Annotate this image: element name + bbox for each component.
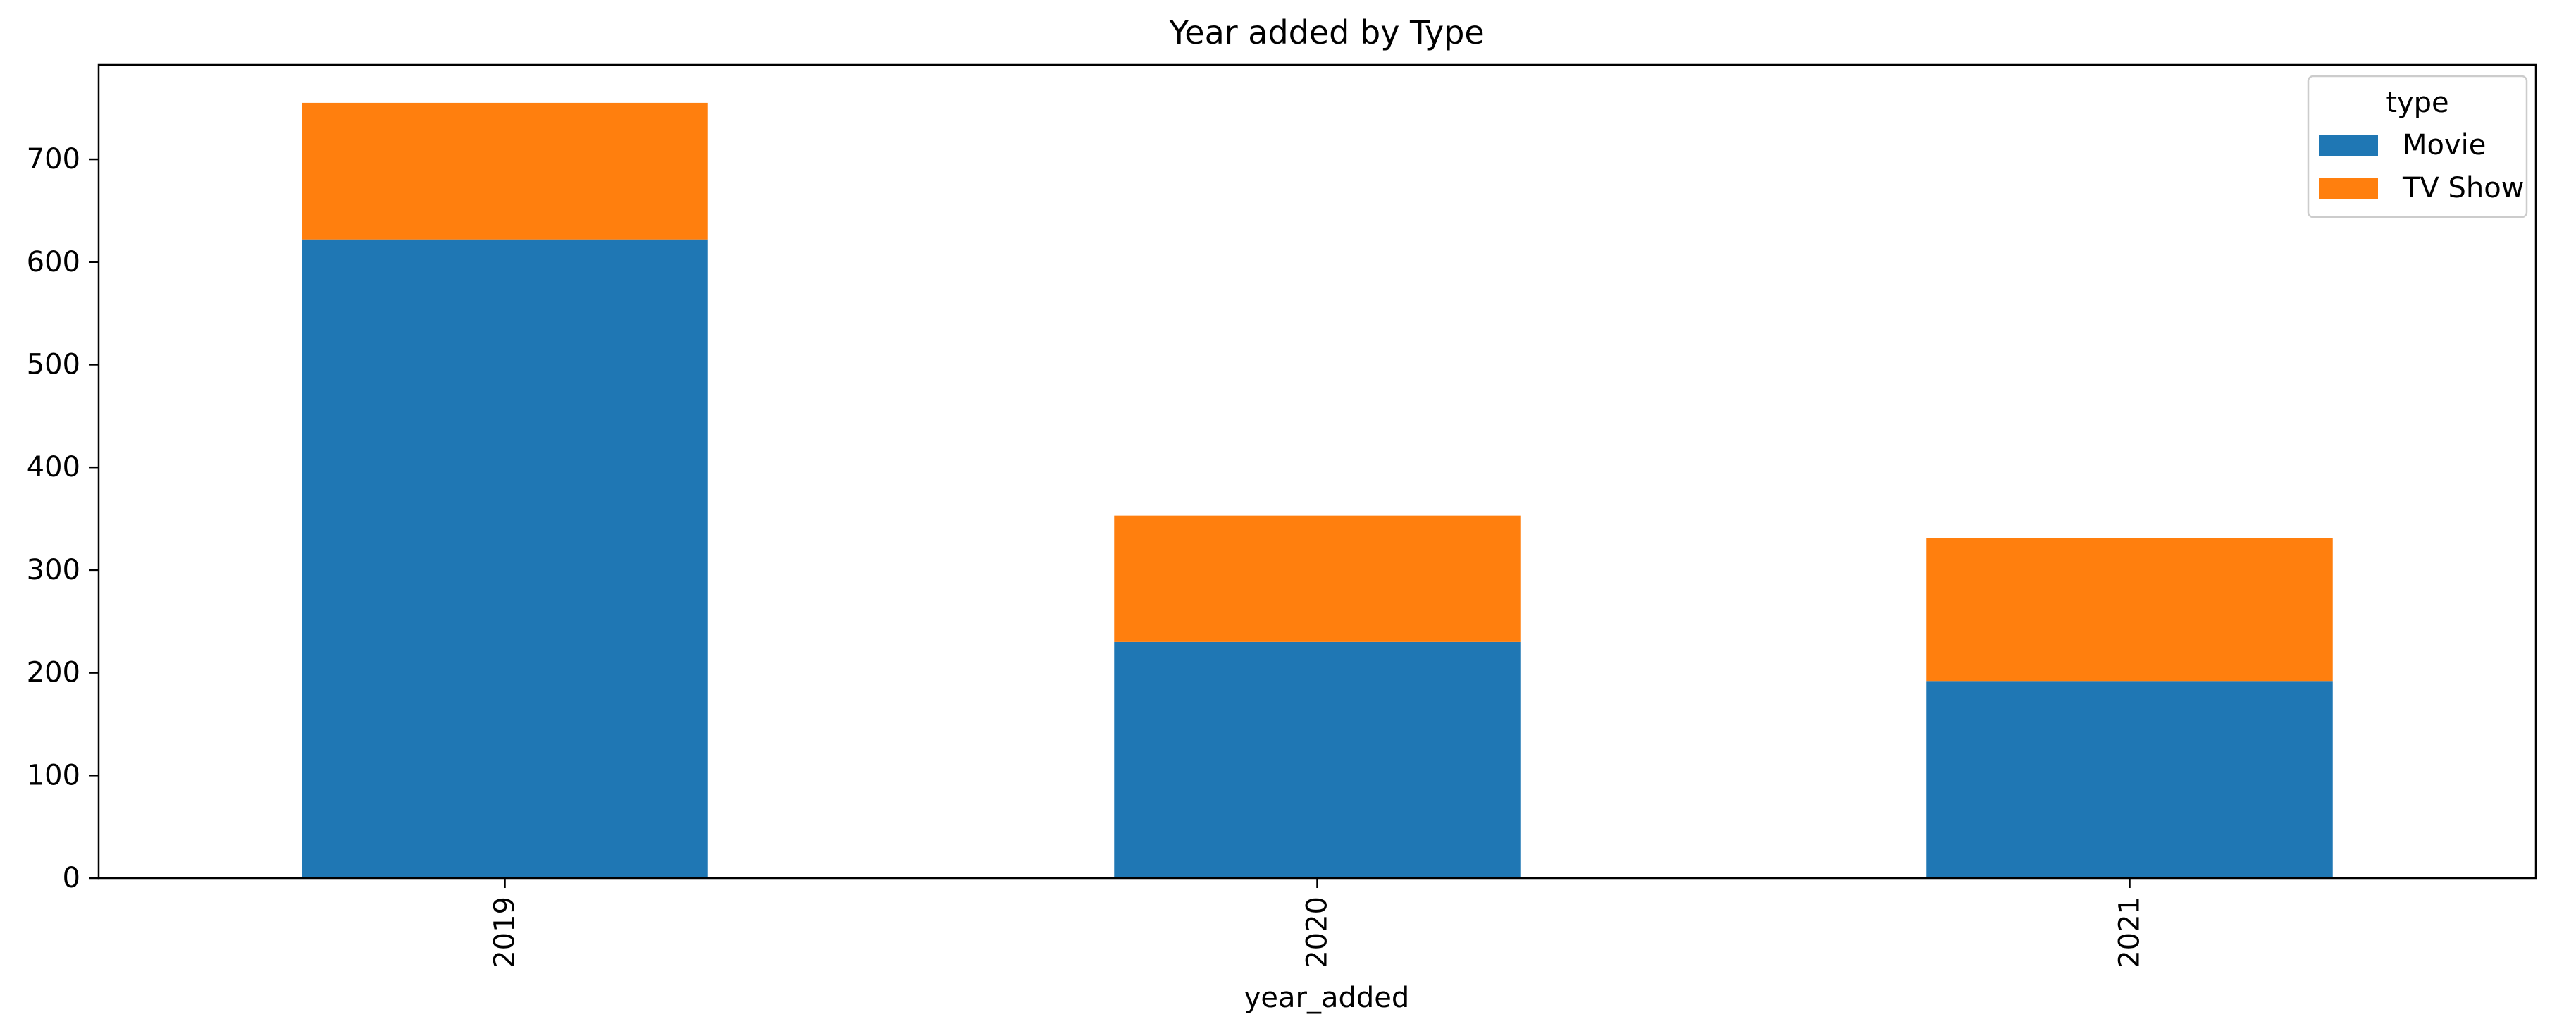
bar-tv-show-2019: [302, 102, 708, 240]
legend-swatch-movie: [2319, 135, 2378, 156]
bar-tv-show-2021: [1926, 538, 2333, 682]
legend-label-movie: Movie: [2403, 129, 2486, 161]
legend-entries: Movie TV Show: [2319, 129, 2524, 204]
legend-swatch-tv-show: [2319, 178, 2378, 199]
y-tick-label-300: 300: [27, 554, 80, 586]
bar-tv-show-2020: [1114, 515, 1521, 642]
x-axis-label: year_added: [1244, 982, 1410, 1014]
x-tick-label-2020: 2020: [1301, 896, 1334, 968]
y-axis: 0 100 200 300 400 500 600 700: [27, 143, 99, 894]
plot-area: 0 100 200 300 400 500 600 700 2019 2020 2021: [27, 63, 2537, 968]
legend-title: type: [2386, 87, 2448, 119]
y-tick-label-600: 600: [27, 246, 80, 278]
legend-label-tv-show: TV Show: [2402, 172, 2524, 204]
x-tick-label-2019: 2019: [489, 896, 521, 968]
bar-movie-2020: [1114, 641, 1521, 878]
y-tick-label-100: 100: [27, 759, 80, 791]
x-tick-label-2021: 2021: [2114, 896, 2146, 968]
y-tick-label-700: 700: [27, 143, 80, 175]
y-tick-label-500: 500: [27, 348, 80, 381]
x-axis: 2019 2020 2021: [489, 878, 2146, 968]
y-tick-label-400: 400: [27, 451, 80, 483]
bar-movie-2019: [302, 239, 708, 878]
bar-movie-2021: [1926, 681, 2333, 878]
y-tick-label-200: 200: [27, 657, 80, 689]
legend: type Movie TV Show: [2307, 75, 2528, 218]
bars: [302, 102, 2333, 878]
axes-frame: [97, 63, 2537, 880]
y-tick-label-0: 0: [63, 862, 80, 894]
chart-title: Year added by Type: [1168, 13, 1484, 51]
